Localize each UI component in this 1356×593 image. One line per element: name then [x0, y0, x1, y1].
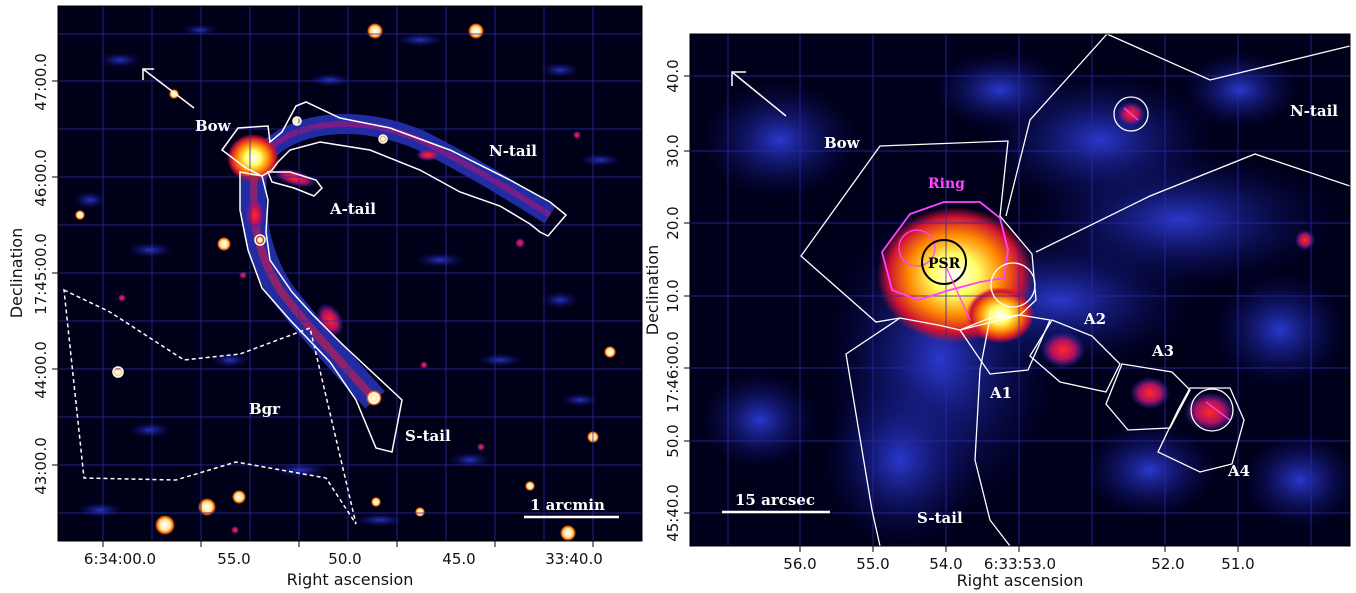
right-y-tick-4: 17:46:00.0 [664, 331, 682, 413]
label-ring: Ring [928, 176, 965, 192]
right-y-tick-6: 45:40.0 [664, 484, 682, 542]
left-noise [72, 24, 622, 527]
right-y-tick-3: 10.0 [664, 279, 682, 312]
left-y-tick-2: 17:45:00.0 [32, 233, 50, 315]
a-tail-contour [266, 171, 323, 197]
left-panel: Bow N-tail A-tail S-tail Bgr 1 arcmin 6:… [7, 5, 643, 589]
right-y-tick-1: 30.0 [664, 134, 682, 167]
right-x-axis-label: Right ascension [957, 571, 1084, 590]
right-x-tick-0: 56.0 [783, 555, 816, 573]
left-y-tick-0: 47:00.0 [32, 53, 50, 111]
right-x-tick-2: 54.0 [929, 555, 962, 573]
right-x-tick-5: 51.0 [1221, 555, 1254, 573]
left-x-tick-2: 50.0 [328, 550, 361, 568]
label-s-tail: S-tail [405, 427, 451, 445]
right-y-tick-0: 40.0 [664, 59, 682, 92]
s-tail-right-r [974, 317, 1011, 546]
left-direction-arrow [142, 68, 195, 109]
right-scale-bar-label: 15 arcsec [735, 491, 815, 509]
s-tail-contour [239, 171, 403, 453]
label-a1: A1 [989, 384, 1012, 402]
right-grid [690, 34, 1350, 546]
label-a-tail: A-tail [329, 200, 376, 218]
a1-contour [958, 314, 1051, 375]
left-x-axis-label: Right ascension [287, 570, 414, 589]
right-x-tick-1: 55.0 [856, 555, 889, 573]
s-tail-contour-r [845, 317, 901, 546]
left-x-tick-4: 33:40.0 [545, 550, 603, 568]
a2-contour [1029, 319, 1121, 393]
left-scale-bar: 1 arcmin [524, 496, 619, 519]
label-bow-r: Bow [824, 134, 861, 152]
left-y-tick-1: 46:00.0 [32, 149, 50, 207]
label-a3: A3 [1151, 342, 1174, 360]
label-bgr: Bgr [249, 400, 281, 418]
label-n-tail-r: N-tail [1290, 102, 1338, 120]
a4-contour [1157, 387, 1245, 473]
right-direction-arrow [731, 71, 787, 117]
right-y-tick-2: 20.0 [664, 206, 682, 239]
left-x-tick-0: 6:34:00.0 [84, 550, 156, 568]
left-scale-bar-label: 1 arcmin [530, 496, 605, 514]
left-y-tick-4: 43:00.0 [32, 437, 50, 495]
left-ticks [52, 80, 594, 547]
n-tail-contour-r [1005, 34, 1350, 217]
right-y-tick-5: 50.0 [664, 424, 682, 457]
left-image: Bow N-tail A-tail S-tail Bgr 1 arcmin [58, 6, 642, 541]
left-tail-emission [227, 113, 556, 409]
right-image: Bow Ring PSR N-tail S-tail A1 A2 A3 A4 1… [690, 34, 1350, 546]
label-n-tail: N-tail [489, 142, 537, 160]
right-ticks [684, 75, 1239, 552]
right-y-axis-label: Declination [643, 245, 662, 335]
label-a2: A2 [1083, 310, 1106, 328]
left-x-tick-1: 55.0 [217, 550, 250, 568]
left-y-tick-3: 44:00.0 [32, 341, 50, 399]
right-x-tick-3: 6:33:53.0 [984, 555, 1056, 573]
right-contours [800, 34, 1350, 546]
left-x-tick-3: 45.0 [442, 550, 475, 568]
left-point-sources [75, 23, 616, 541]
left-grid [58, 6, 642, 541]
left-contours [63, 101, 568, 525]
label-a4: A4 [1227, 462, 1250, 480]
right-frame [689, 33, 1351, 547]
n-tail-lower-r [1035, 153, 1350, 253]
left-y-axis-label: Declination [7, 228, 26, 318]
right-scale-bar: 15 arcsec [722, 491, 830, 514]
right-panel: Bow Ring PSR N-tail S-tail A1 A2 A3 A4 1… [643, 33, 1351, 590]
right-x-tick-4: 52.0 [1151, 555, 1184, 573]
label-bow: Bow [195, 117, 232, 135]
bow-contour [220, 101, 568, 237]
bgr-contour [63, 288, 357, 525]
label-s-tail-r: S-tail [917, 509, 963, 527]
label-psr: PSR [928, 256, 961, 272]
